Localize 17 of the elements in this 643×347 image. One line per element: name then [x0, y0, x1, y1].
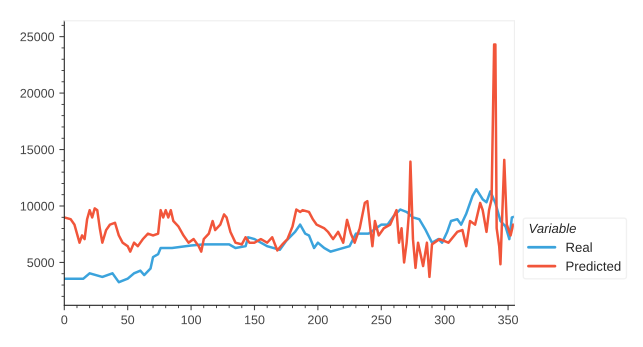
x-tick-label: 150	[245, 315, 264, 324]
x-tick-label: 200	[308, 315, 328, 324]
x-tick-label: 250	[371, 315, 392, 324]
y-tick-label: 20000	[20, 88, 54, 98]
x-tick-label: 300	[434, 315, 455, 324]
x-tick-label: 100	[182, 315, 202, 324]
legend-label: Predicted	[566, 261, 620, 271]
y-tick-label: 25000	[20, 32, 54, 42]
legend-title: Variable	[530, 223, 576, 234]
x-tick-label: 350	[498, 315, 518, 324]
x-tick-label: 0	[61, 315, 68, 324]
line-series	[64, 43, 514, 278]
x-tick-label: 50	[121, 315, 134, 324]
y-tick-label: 5000	[27, 258, 54, 268]
legend-label: Real	[566, 242, 592, 252]
y-tick-label: 10000	[20, 202, 54, 211]
y-tick-label: 15000	[20, 145, 54, 154]
